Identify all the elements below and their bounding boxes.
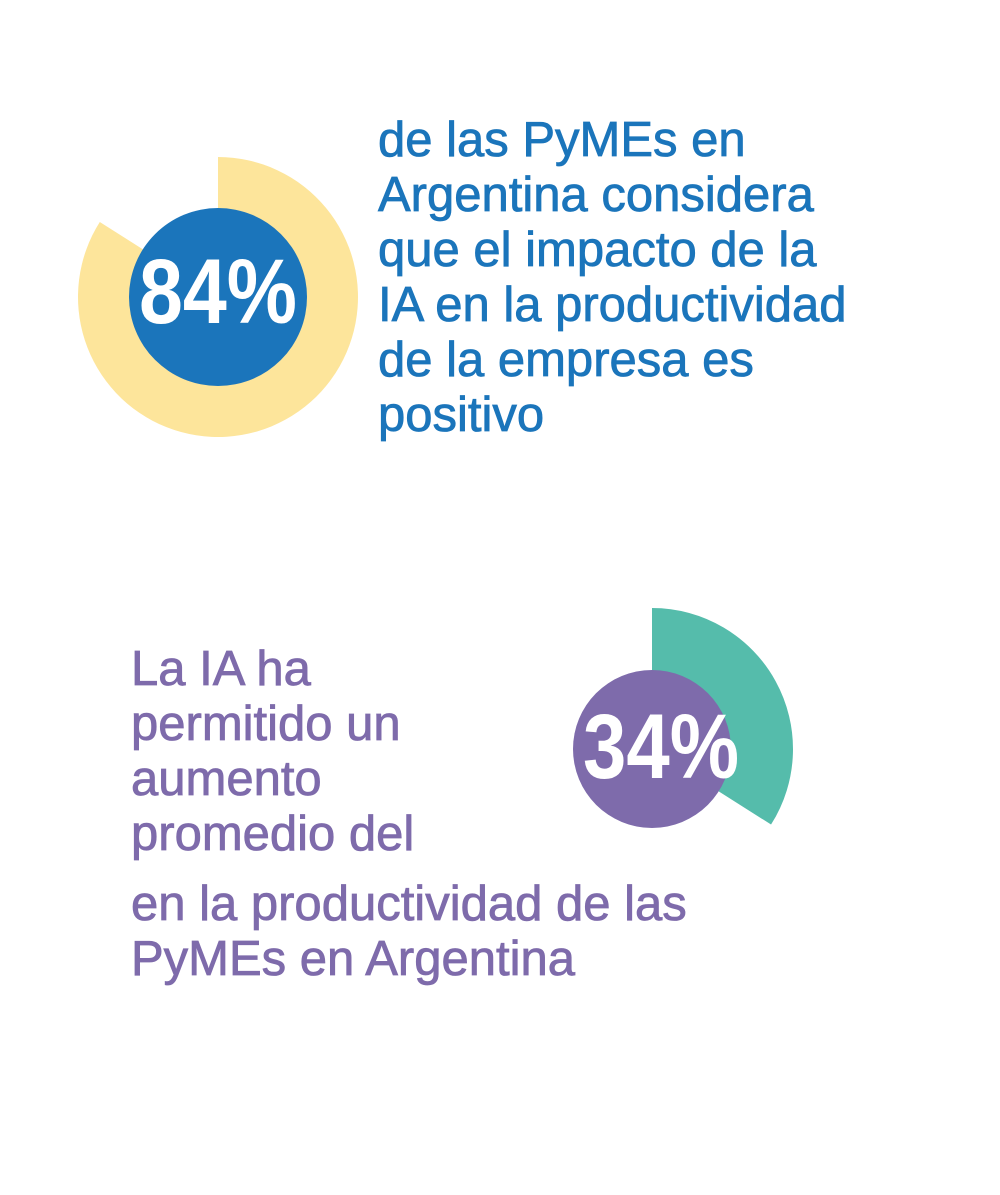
- statement-34-intro: La IA ha permitido un aumento promedio d…: [131, 642, 415, 862]
- percentage-label-84: 84%: [139, 241, 297, 343]
- stat-chart-34: 34%: [573, 608, 793, 828]
- center-disc-84: [129, 208, 307, 386]
- statement-84-line: de la empresa es: [378, 333, 755, 388]
- statement-84-line: positivo: [378, 388, 545, 443]
- statement-84-line: IA en la productividad: [378, 278, 847, 333]
- stat-chart-84: 84%: [77, 157, 358, 437]
- statement-34-line: promedio del: [131, 807, 415, 862]
- statement-34-line: en la productividad de las: [131, 877, 688, 932]
- statement-84: de las PyMEs en Argentina considera que …: [378, 113, 847, 443]
- statement-84-line: Argentina considera: [378, 168, 815, 223]
- percentage-label-34: 34%: [583, 696, 739, 798]
- statement-84-line: que el impacto de la: [378, 223, 817, 278]
- statement-34-line: permitido un: [131, 697, 401, 752]
- statement-34-line: aumento: [131, 752, 323, 807]
- statement-34-line: PyMEs en Argentina: [131, 932, 576, 987]
- statement-84-line: de las PyMEs en: [378, 113, 746, 168]
- statement-34-line: La IA ha: [131, 642, 312, 697]
- statement-34-outro: en la productividad de las PyMEs en Arge…: [131, 877, 688, 987]
- center-disc-34: [573, 670, 731, 828]
